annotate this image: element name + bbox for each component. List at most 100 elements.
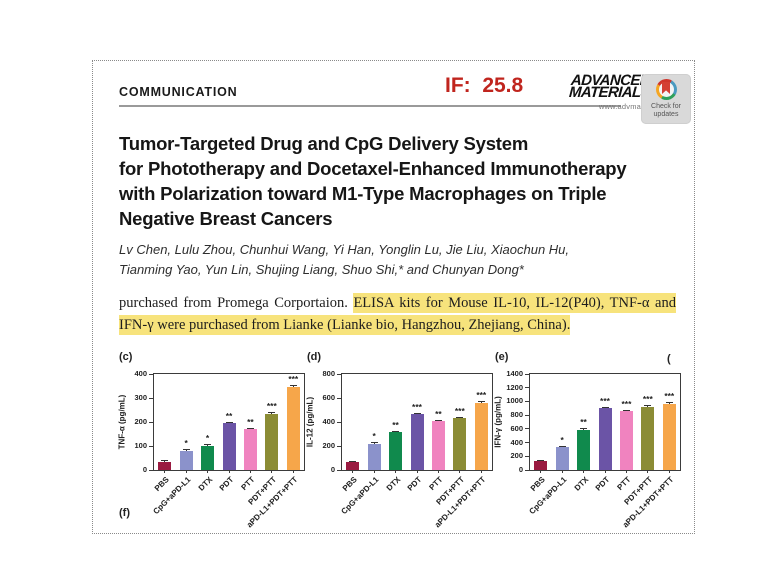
- y-tick-mark: [525, 442, 529, 444]
- error-bar-cap: [665, 402, 673, 404]
- error-bar-cap: [601, 406, 609, 408]
- x-category-label: PDT: [593, 475, 612, 493]
- y-tick-mark: [525, 428, 529, 430]
- x-tick-mark: [228, 470, 230, 473]
- y-tick-mark: [525, 455, 529, 457]
- x-category-label: PBS: [153, 475, 172, 493]
- y-tick-mark: [337, 469, 341, 471]
- title-line: with Polarization toward M1-Type Macroph…: [119, 183, 607, 204]
- journal-url: www.advmat.d: [598, 102, 650, 111]
- error-bar-cap: [246, 427, 254, 429]
- x-tick-mark: [480, 470, 482, 473]
- panel-label-e: (e): [495, 351, 509, 363]
- y-tick-label: 300: [134, 393, 147, 402]
- error-bar-cap: [558, 446, 566, 448]
- y-tick-mark: [149, 445, 153, 447]
- y-tick-mark: [149, 397, 153, 399]
- error-bar-cap: [161, 460, 169, 462]
- bar-DTX: [201, 445, 215, 470]
- error-bar-cap: [392, 430, 400, 432]
- y-tick-label: 1000: [506, 396, 523, 406]
- header-rule: [119, 105, 621, 107]
- bar-CpG+aPD-L1: [179, 450, 193, 470]
- x-category-label: PDT: [405, 475, 424, 493]
- bookmark-icon: [662, 82, 670, 94]
- y-tick-mark: [149, 421, 153, 423]
- journal-name-line2: MATERIALS: [568, 84, 651, 101]
- journal-logo: ADVANCED MATERIALS www.advmat.d: [568, 72, 651, 111]
- bar-PBS: [158, 461, 172, 470]
- x-tick-mark: [352, 470, 354, 473]
- significance-stars: **: [247, 416, 254, 427]
- x-tick-mark: [395, 470, 397, 473]
- y-tick-label: 800: [322, 369, 335, 378]
- y-tick-label: 1400: [506, 369, 523, 378]
- significance-stars: **: [392, 419, 399, 430]
- article-title: Tumor-Targeted Drug and CpG Delivery Sys…: [119, 131, 694, 231]
- x-category-label: PBS: [341, 475, 360, 493]
- x-category-label: PTT: [615, 475, 633, 493]
- error-bar-stem: [647, 404, 649, 407]
- title-line: for Phototherapy and Docetaxel-Enhanced …: [119, 158, 627, 179]
- x-tick-mark: [437, 470, 439, 473]
- x-tick-mark: [459, 470, 461, 473]
- bar-PDT+PTT: [453, 418, 467, 470]
- error-bar-cap: [644, 404, 652, 406]
- y-tick-mark: [337, 373, 341, 375]
- error-bar-cap: [289, 385, 297, 387]
- bar-CpG+aPD-L1: [555, 447, 569, 470]
- bar-PDT: [222, 422, 236, 470]
- error-bar-stem: [271, 411, 273, 415]
- significance-stars: *: [184, 438, 188, 449]
- bar-PDT+PTT: [265, 414, 279, 470]
- badge-text-line2: updates: [653, 111, 679, 118]
- error-bar-cap: [349, 460, 357, 462]
- y-tick-label: 400: [510, 437, 523, 447]
- error-bar-cap: [225, 421, 233, 423]
- error-bar-cap: [622, 410, 630, 412]
- x-tick-mark: [540, 470, 542, 473]
- x-tick-mark: [292, 470, 294, 473]
- significance-stars: ***: [454, 405, 465, 416]
- check-for-updates-badge[interactable]: Check for updates: [641, 74, 691, 124]
- significance-stars: ***: [288, 374, 299, 385]
- impact-factor: IF: 25.8: [445, 74, 524, 97]
- x-category-label: PBS: [529, 475, 548, 493]
- body-text-plain: purchased from Promega Corportaion.: [119, 295, 354, 311]
- chart-tnf-alpha: (c) TNF-α (pg/mL) 0 100 200 300 400 PBS * CpG+aP…: [118, 351, 307, 529]
- x-tick-mark: [416, 470, 418, 473]
- panel-label-d: (d): [307, 351, 322, 363]
- y-tick-label: 100: [134, 441, 147, 450]
- panel-label-c: (c): [119, 351, 133, 363]
- bar-PBS: [346, 461, 360, 470]
- y-tick-label: 200: [510, 451, 523, 461]
- significance-stars: ***: [266, 400, 277, 411]
- error-bar-cap: [477, 400, 485, 402]
- x-category-label: PTT: [427, 475, 445, 493]
- panel-label-cut: (: [667, 353, 671, 365]
- x-category-label: DTX: [196, 475, 214, 493]
- y-tick-label: 200: [134, 417, 147, 426]
- x-category-label: PDT: [217, 475, 236, 493]
- y-tick-mark: [337, 445, 341, 447]
- error-bar-cap: [182, 449, 190, 451]
- bar-DTX: [577, 429, 591, 470]
- y-tick-mark: [525, 400, 529, 402]
- bar-PDT: [410, 414, 424, 470]
- significance-stars: ***: [476, 389, 487, 400]
- chart-ifn-gamma: (e) IFN-γ (pg/mL) 0 200 400 600 800 1000 1200 14…: [494, 351, 683, 529]
- error-bar-cap: [413, 413, 421, 414]
- x-tick-mark: [271, 470, 273, 473]
- panel-label-f: (f): [119, 507, 130, 519]
- significance-stars: **: [580, 416, 587, 427]
- x-category-label: DTX: [572, 475, 590, 493]
- crossmark-icon: [655, 79, 677, 100]
- y-tick-label: 400: [134, 369, 147, 378]
- bar-DTX: [389, 432, 403, 470]
- x-tick-mark: [604, 470, 606, 473]
- document-clip-box: COMMUNICATION IF: 25.8 ADVANCED MATERIAL…: [92, 60, 695, 534]
- author-list: Lv Chen, Lulu Zhou, Chunhui Wang, Yi Han…: [119, 240, 694, 280]
- y-tick-mark: [525, 373, 529, 375]
- y-tick-mark: [337, 397, 341, 399]
- x-tick-mark: [647, 470, 649, 473]
